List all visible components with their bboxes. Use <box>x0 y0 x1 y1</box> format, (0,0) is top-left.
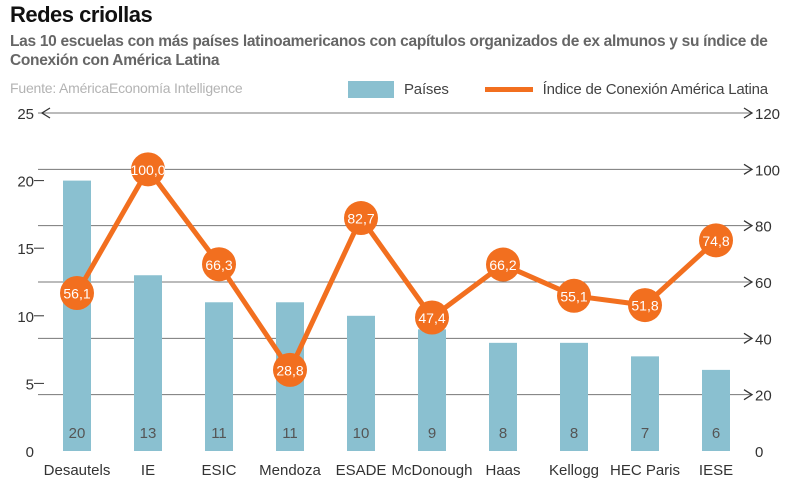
line-point-label: 74,8 <box>702 233 729 249</box>
y-right-tick-label: 100 <box>755 162 780 179</box>
x-tick-label: HEC Paris <box>610 462 680 479</box>
line-point-label: 66,3 <box>205 257 232 273</box>
y-right-tick-label: 40 <box>755 331 772 348</box>
line-point <box>60 275 94 310</box>
y-left-tick-label: 25 <box>17 106 34 123</box>
x-tick-label: Desautels <box>44 462 111 479</box>
line-point <box>557 278 591 313</box>
legend-bar-swatch <box>348 80 394 98</box>
y-right-tick-label: 20 <box>755 388 772 405</box>
bar-mcdonough <box>418 329 446 451</box>
y-right-tick-label: 60 <box>755 275 772 292</box>
y-left-tick-label: 5 <box>26 376 34 393</box>
bar-haas <box>489 342 517 451</box>
line-point <box>344 201 378 236</box>
line-point <box>131 152 165 187</box>
bar-value-label: 7 <box>641 425 649 442</box>
line-point <box>699 223 733 258</box>
line-point <box>273 352 307 387</box>
x-tick-label: IE <box>141 462 155 479</box>
x-tick-label: Mendoza <box>259 462 321 479</box>
grid-arrow-right <box>743 220 754 232</box>
bar-value-label: 9 <box>428 425 436 442</box>
line-series-conexion <box>74 166 718 373</box>
bar-value-label: 8 <box>499 425 507 442</box>
bar-hec-paris <box>631 356 659 451</box>
x-tick-label: Kellogg <box>549 462 599 479</box>
bar-kellogg <box>560 342 588 451</box>
y-left-tick-label: 15 <box>17 241 34 258</box>
bar-value-label: 11 <box>211 425 227 442</box>
bar-value-label: 10 <box>353 425 370 442</box>
y-right-tick-label: 120 <box>755 106 780 123</box>
grid-arrow-right <box>743 163 754 175</box>
line-point <box>415 300 449 335</box>
y-left-tick-label: 20 <box>17 174 34 191</box>
line-point-label: 51,8 <box>631 298 658 314</box>
bar-esade <box>347 315 375 451</box>
grid-arrow-left <box>40 107 51 119</box>
y-left-tick-label: 0 <box>26 444 34 461</box>
line-point-label: 56,1 <box>63 285 90 301</box>
x-tick-label: McDonough <box>392 462 473 479</box>
line-point-label: 100,0 <box>130 162 165 178</box>
bar-value-label: 13 <box>140 425 157 442</box>
grid-arrow-right <box>743 332 754 344</box>
bar-value-label: 6 <box>712 425 720 442</box>
x-tick-label: ESIC <box>201 462 236 479</box>
line-point <box>202 247 236 282</box>
bar-desautels <box>63 180 91 451</box>
grid-arrow-right <box>743 389 754 401</box>
legend: Países Índice de Conexión América Latina <box>348 78 768 100</box>
line-point-label: 66,2 <box>489 257 516 273</box>
chart-subtitle: Las 10 escuelas con más países latinoame… <box>10 33 768 69</box>
bar-ie <box>134 275 162 451</box>
bar-iese <box>702 369 730 451</box>
bar-value-label: 8 <box>570 425 578 442</box>
x-tick-label: Haas <box>485 462 520 479</box>
x-tick-label: ESADE <box>336 462 387 479</box>
legend-bar-label: Países <box>404 80 449 98</box>
line-point-label: 47,4 <box>418 310 445 326</box>
bar-value-label: 20 <box>69 425 86 442</box>
line-point <box>486 247 520 282</box>
chart-source: Fuente: AméricaEconomía Intelligence <box>10 80 243 96</box>
y-right-tick-label: 0 <box>755 444 763 461</box>
chart-title: Redes criollas <box>10 2 153 27</box>
legend-line-label: Índice de Conexión América Latina <box>542 80 768 98</box>
y-left-tick-label: 10 <box>17 309 34 326</box>
line-point-label: 82,7 <box>347 211 374 227</box>
line-point-label: 55,1 <box>560 288 587 304</box>
legend-line-swatch <box>484 86 533 92</box>
grid-arrow-right <box>743 276 754 288</box>
grid-arrow-right <box>743 107 754 119</box>
line-point-label: 28,8 <box>276 362 303 378</box>
line-point <box>628 288 662 323</box>
x-tick-label: IESE <box>699 462 733 479</box>
bar-esic <box>205 302 233 451</box>
bar-value-label: 11 <box>282 425 298 442</box>
y-right-tick-label: 80 <box>755 219 772 236</box>
